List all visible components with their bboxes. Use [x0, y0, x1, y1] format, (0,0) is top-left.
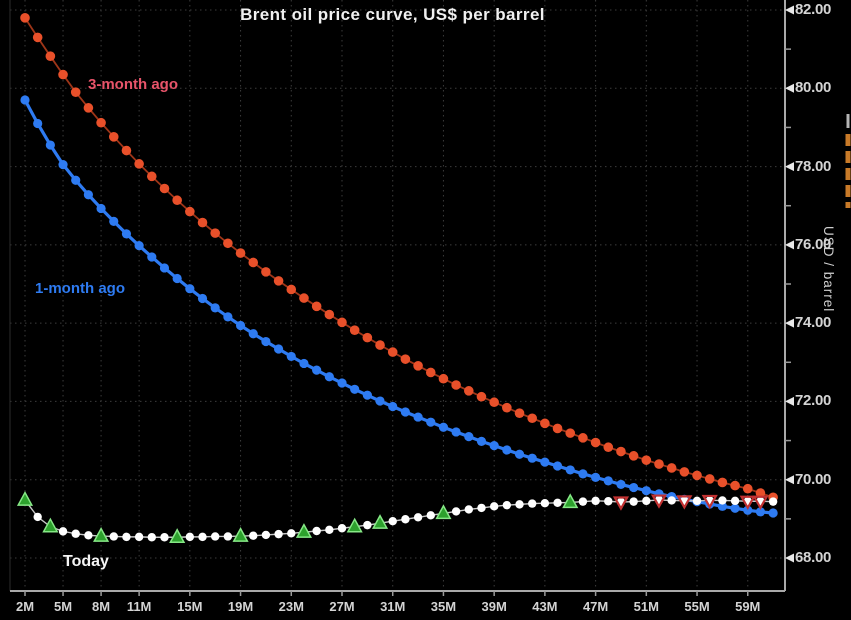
down-triangle-marker	[739, 495, 756, 510]
x-axis-tick-label: 31M	[380, 599, 406, 614]
up-triangle-marker	[295, 523, 313, 538]
x-axis-tick-label: 15M	[177, 599, 203, 614]
x-axis-tick-label: 8M	[92, 599, 111, 614]
y-axis-tick-label: 76.00	[795, 235, 832, 253]
y-axis-tick-label: 82.00	[795, 1, 832, 18]
series-label-today: Today	[63, 553, 109, 570]
x-axis-tick-label: 43M	[532, 599, 558, 614]
y-axis-tick-label: 78.00	[795, 157, 832, 175]
down-triangle-marker	[676, 495, 693, 510]
up-triangle-marker	[232, 527, 249, 542]
x-axis-tick-label: 47M	[582, 599, 609, 614]
x-axis-tick-label: 27M	[329, 599, 355, 614]
series-label-1-month-ago: 1-month ago	[35, 280, 125, 297]
down-triangle-marker	[650, 494, 668, 509]
up-triangle-marker	[16, 491, 34, 506]
x-axis-tick-label: 39M	[481, 599, 507, 614]
x-axis-tick-label: 19M	[227, 599, 254, 614]
up-triangle-marker	[42, 517, 59, 533]
x-axis-tick-label: 59M	[735, 599, 761, 614]
x-axis-tick-label: 2M	[15, 599, 35, 614]
x-axis-tick-label: 11M	[126, 599, 152, 614]
up-triangle-marker	[169, 528, 186, 544]
gridlines	[10, 0, 785, 591]
x-axis-ticks	[24, 591, 749, 596]
series-today	[20, 495, 778, 542]
x-axis-tick-label: 23M	[278, 599, 304, 614]
x-axis-tick-label: 51M	[633, 599, 659, 614]
up-triangle-marker	[435, 504, 452, 520]
down-triangle-marker	[701, 494, 718, 510]
y-axis-tick-label: 68.00	[795, 549, 832, 566]
up-triangle-marker	[371, 514, 389, 529]
x-axis-tick-label: 55M	[684, 599, 710, 614]
y-axis-title: USD / barrel	[821, 226, 836, 313]
chart-title: Brent oil price curve, US$ per barrel	[240, 5, 545, 24]
up-triangle-marker	[562, 493, 579, 509]
down-triangle-marker	[752, 495, 769, 510]
y-axis-tick-label: 72.00	[795, 392, 832, 410]
y-axis-tick-label: 80.00	[795, 79, 832, 97]
down-triangle-marker	[612, 496, 630, 511]
up-triangle-marker	[93, 527, 110, 542]
up-triangle-marker	[346, 517, 363, 533]
series-3-month-ago	[20, 13, 778, 503]
y-axis-ticks	[785, 5, 794, 563]
y-axis-tick-label: 74.00	[795, 314, 832, 332]
x-axis-tick-label: 35M	[430, 599, 457, 614]
y-axis-tick-label: 70.00	[795, 470, 832, 488]
series-label-3-month-ago: 3-month ago	[88, 76, 178, 93]
today-trend-markers	[16, 491, 769, 544]
x-axis-tick-label: 5M	[54, 599, 73, 614]
